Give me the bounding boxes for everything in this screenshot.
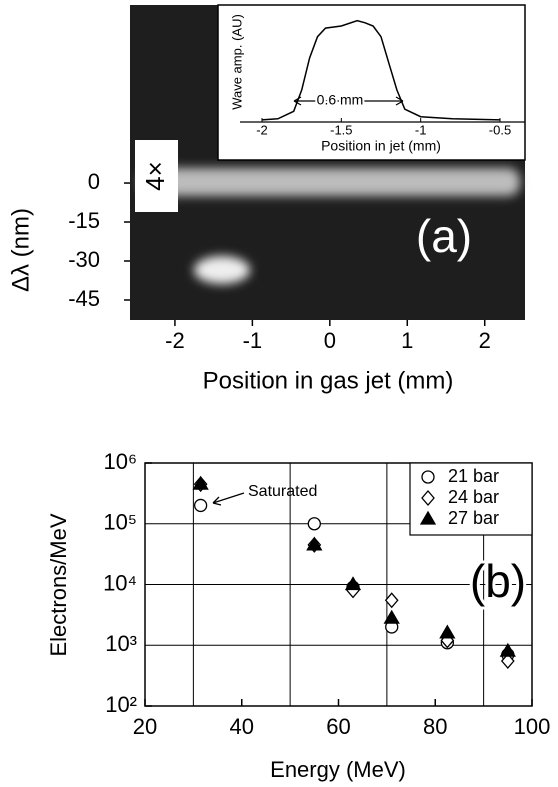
dimension-label: 0.6 mm xyxy=(317,92,364,108)
inset-y-label: Wave amp. (AU) xyxy=(229,14,244,110)
y-tick-label: 10⁶ xyxy=(103,449,137,474)
x-tick-label: 100 xyxy=(514,714,551,739)
x-tick-label: 20 xyxy=(133,714,157,739)
x-tick-label: 0 xyxy=(324,328,336,353)
point xyxy=(193,498,208,513)
scale-box xyxy=(135,140,178,212)
x-tick-label: -0.5 xyxy=(489,122,511,137)
point xyxy=(307,517,321,531)
legend-label: 27 bar xyxy=(448,508,499,528)
legend-marker xyxy=(421,490,435,506)
annotation: Saturated xyxy=(248,483,317,500)
y-tick-label: 10² xyxy=(105,692,137,717)
x-tick-label: -2 xyxy=(256,122,268,137)
y-axis-label: Δλ (nm) xyxy=(7,208,34,292)
point xyxy=(192,475,209,490)
point xyxy=(383,609,400,624)
point xyxy=(439,624,456,639)
x-tick-label: -2 xyxy=(165,328,185,353)
y-tick-label: 10³ xyxy=(105,631,137,656)
y-axis-label: Electrons/MeV xyxy=(46,513,71,656)
legend-label: 21 bar xyxy=(448,466,499,486)
line xyxy=(261,19,501,121)
y-tick-label: -45 xyxy=(68,286,100,311)
point xyxy=(306,536,323,551)
bright-spot xyxy=(194,256,250,284)
panel-a-image xyxy=(130,4,526,320)
y-tick-label: 10⁵ xyxy=(103,510,137,535)
annotation-arrow xyxy=(212,492,245,506)
y-tick-label: -30 xyxy=(68,247,100,272)
x-tick-label: -1.5 xyxy=(330,122,352,137)
point xyxy=(384,592,399,609)
point xyxy=(500,653,515,670)
legend-label: 24 bar xyxy=(448,487,499,507)
legend-marker xyxy=(421,470,435,484)
x-tick-label: 40 xyxy=(230,714,254,739)
inset-x-label: Position in jet (mm) xyxy=(321,138,441,154)
x-tick-label: 80 xyxy=(423,714,447,739)
x-tick-label: -1 xyxy=(243,328,263,353)
y-tick-label: -15 xyxy=(68,208,100,233)
y-tick-label: 0 xyxy=(88,169,100,194)
x-tick-label: -1 xyxy=(415,122,427,137)
x-tick-label: 60 xyxy=(326,714,350,739)
x-axis-label: Energy (MeV) xyxy=(270,757,406,782)
point xyxy=(499,642,516,657)
y-tick-label: 10⁴ xyxy=(103,570,137,595)
scale-label: 4× xyxy=(140,161,170,191)
panel-label: (a) xyxy=(416,210,472,262)
x-tick-label: 1 xyxy=(401,328,413,353)
panel-label: (b) xyxy=(470,555,526,607)
inset-frame xyxy=(217,4,526,161)
bright-band xyxy=(140,168,520,196)
x-tick-label: 2 xyxy=(479,328,491,353)
point xyxy=(344,576,362,591)
dimension-arrow xyxy=(293,96,404,106)
legend-marker xyxy=(419,510,437,525)
x-axis-label: Position in gas jet (mm) xyxy=(203,367,454,394)
